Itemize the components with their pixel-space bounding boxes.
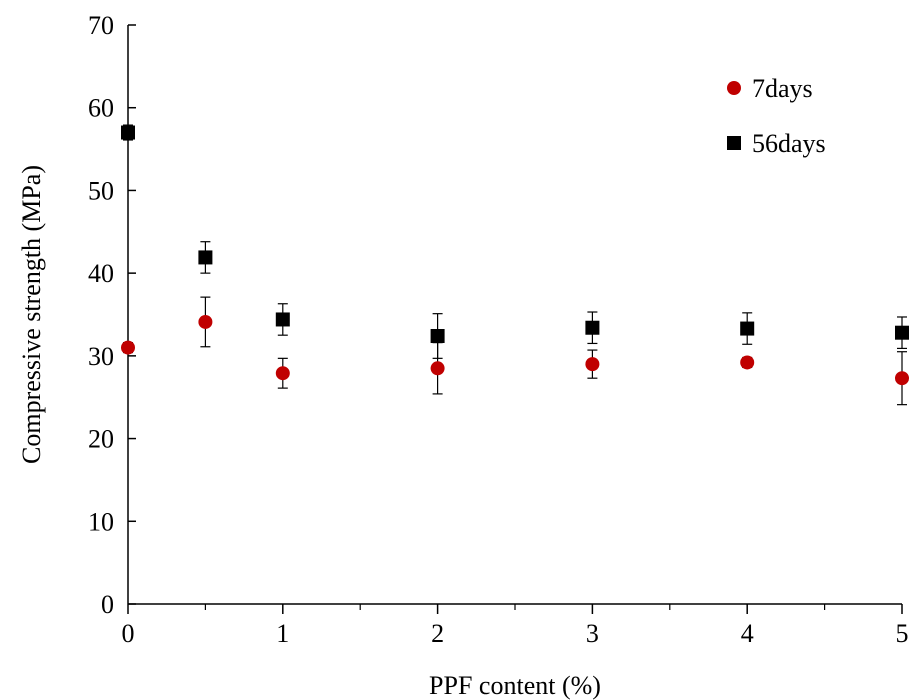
legend-marker: [727, 81, 741, 95]
x-tick-label: 0: [122, 619, 135, 648]
y-tick-label: 20: [88, 425, 114, 454]
series-7days: [121, 296, 909, 406]
y-tick-label: 60: [88, 94, 114, 123]
legend-item-7days: 7days: [727, 74, 813, 103]
x-tick-label: 4: [741, 619, 754, 648]
y-tick-label: 30: [88, 342, 114, 371]
data-point-7days: [585, 357, 600, 372]
x-tick-label: 2: [431, 619, 444, 648]
tick-labels: 0 10 20 30 40 50 60 70 0 1 2 3 4 5: [88, 11, 909, 648]
y-tick-label: 10: [88, 507, 114, 536]
data-point-56days: [275, 312, 290, 327]
legend-marker: [727, 136, 741, 150]
y-tick-label: 0: [101, 590, 114, 619]
y-tick-label: 70: [88, 11, 114, 40]
y-tick-label: 50: [88, 176, 114, 205]
x-axis-title: PPF content (%): [429, 671, 601, 700]
x-tick-label: 3: [586, 619, 599, 648]
x-tick-label: 5: [896, 619, 909, 648]
data-point-56days: [430, 329, 445, 344]
y-axis-title: Compressive strength (MPa): [17, 165, 46, 464]
data-marks: [121, 124, 909, 406]
data-point-7days: [895, 371, 909, 386]
data-point-7days: [121, 340, 135, 355]
data-point-56days: [740, 321, 755, 336]
data-point-7days: [275, 366, 290, 381]
axes: [127, 25, 902, 605]
x-tick-label: 1: [276, 619, 289, 648]
data-point-7days: [430, 361, 445, 376]
data-point-56days: [198, 250, 213, 265]
legend: 7days 56days: [727, 74, 826, 158]
data-point-56days: [895, 325, 909, 340]
y-tick-label: 40: [88, 259, 114, 288]
data-point-7days: [740, 355, 755, 370]
legend-label: 56days: [752, 129, 826, 158]
legend-label: 7days: [752, 74, 813, 103]
series-56days: [121, 124, 909, 359]
tick-marks: [127, 24, 903, 614]
legend-item-56days: 56days: [727, 129, 826, 158]
data-point-56days: [121, 125, 135, 140]
data-point-56days: [585, 320, 600, 335]
data-point-7days: [198, 314, 213, 329]
